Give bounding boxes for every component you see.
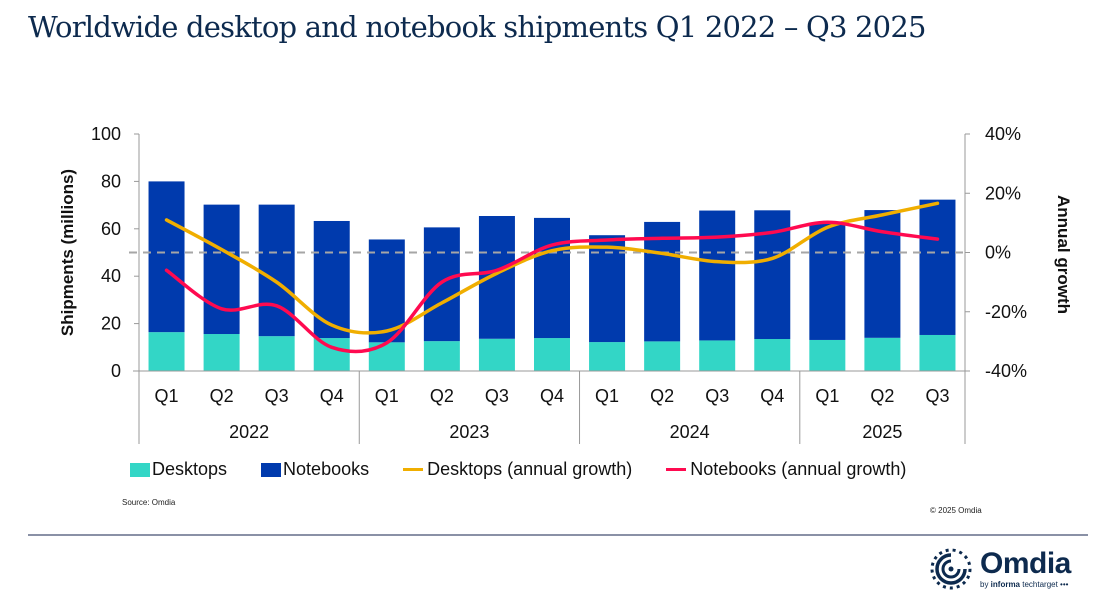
bar-notebooks bbox=[368, 239, 405, 343]
legend-label-notebooks-growth: Notebooks (annual growth) bbox=[690, 459, 907, 479]
bar-desktops bbox=[368, 342, 405, 371]
legend-label-desktops-growth: Desktops (annual growth) bbox=[427, 459, 633, 479]
x-tick-label: Q2 bbox=[430, 386, 454, 406]
legend-label-desktops: Desktops bbox=[152, 459, 228, 479]
bar-desktops bbox=[313, 338, 350, 371]
bar-notebooks bbox=[148, 181, 185, 333]
x-tick-label: Q1 bbox=[375, 386, 399, 406]
copyright-note: © 2025 Omdia bbox=[930, 506, 982, 515]
line-notebooks-growth bbox=[164, 220, 940, 354]
y-tick-label-right: -20% bbox=[985, 302, 1027, 322]
chart-legend: Desktops Notebooks Desktops (annual grow… bbox=[130, 459, 940, 480]
bar-notebooks bbox=[423, 227, 460, 342]
y-tick-label-right: 0% bbox=[985, 243, 1011, 263]
legend-swatch-notebooks bbox=[261, 462, 282, 477]
legend-item-desktops: Desktops bbox=[130, 459, 227, 480]
bar-desktops bbox=[534, 338, 570, 371]
y-tick-label-left: 60 bbox=[101, 219, 121, 239]
x-tick-label: Q1 bbox=[815, 386, 839, 406]
logo-sub-rest: techtarget ••• bbox=[1020, 580, 1069, 589]
bar-notebooks bbox=[313, 220, 350, 339]
logo-sub-bold: informa bbox=[990, 580, 1021, 589]
bar-notebooks bbox=[478, 216, 515, 339]
y-axis-title-left: Shipments (millions) bbox=[58, 169, 77, 336]
bar-notebooks bbox=[919, 199, 956, 335]
y-tick-label-left: 40 bbox=[101, 266, 121, 286]
bar-desktops bbox=[919, 334, 956, 371]
bar-desktops bbox=[478, 338, 515, 371]
bar-desktops bbox=[203, 334, 240, 371]
bar-notebooks bbox=[258, 204, 295, 337]
x-group-label: 2022 bbox=[229, 422, 269, 442]
x-tick-label: Q1 bbox=[595, 386, 619, 406]
x-tick-label: Q3 bbox=[485, 386, 509, 406]
bar-notebooks bbox=[809, 222, 846, 340]
chart-plot: 0 20 40 60 80 100 -40% -20% 0% 20% 40% Shipments (m… bbox=[58, 124, 1073, 444]
bar-desktops bbox=[699, 340, 736, 371]
x-group-label: 2024 bbox=[670, 422, 710, 442]
omdia-logo-tagline: by informa techtarget ••• bbox=[980, 580, 1071, 589]
y-tick-label-left: 100 bbox=[91, 124, 121, 144]
bar-desktops bbox=[864, 337, 901, 371]
y-tick-label-right: 20% bbox=[985, 183, 1021, 203]
x-tick-label: Q4 bbox=[760, 386, 784, 406]
omdia-logo: Omdia by informa techtarget ••• bbox=[928, 546, 1071, 592]
bar-notebooks bbox=[203, 204, 240, 335]
omdia-logo-icon bbox=[930, 548, 972, 590]
y-tick-label-left: 20 bbox=[101, 314, 121, 334]
y-tick-label-right: 40% bbox=[985, 124, 1021, 144]
bar-notebooks bbox=[644, 221, 681, 342]
bar-desktops bbox=[148, 332, 185, 371]
bar-desktops bbox=[423, 341, 460, 371]
x-tick-label: Q3 bbox=[705, 386, 729, 406]
bar-notebooks bbox=[534, 217, 570, 339]
y-tick-label-left: 0 bbox=[111, 361, 121, 381]
x-group-label: 2025 bbox=[862, 422, 902, 442]
x-group-label: 2023 bbox=[449, 422, 489, 442]
legend-item-desktops-growth: Desktops (annual growth) bbox=[403, 459, 632, 480]
x-tick-label: Q2 bbox=[870, 386, 894, 406]
omdia-logo-name: Omdia bbox=[980, 547, 1071, 580]
legend-label-notebooks: Notebooks bbox=[283, 459, 370, 479]
source-note: Source: Omdia bbox=[122, 498, 176, 507]
y-tick-label-right: -40% bbox=[985, 361, 1027, 381]
bar-desktops bbox=[644, 341, 681, 371]
legend-swatch-desktops bbox=[130, 462, 150, 477]
logo-sub-prefix: by bbox=[980, 580, 991, 589]
chart-title: Worldwide desktop and notebook shipments… bbox=[28, 10, 926, 44]
y-tick-label-left: 80 bbox=[101, 171, 121, 191]
y-axis-title-right: Annual growth bbox=[1054, 195, 1073, 314]
bar-notebooks bbox=[699, 210, 736, 341]
x-tick-label: Q3 bbox=[265, 386, 289, 406]
x-tick-label: Q4 bbox=[320, 386, 344, 406]
x-tick-label: Q4 bbox=[540, 386, 564, 406]
footer-divider bbox=[28, 534, 1088, 536]
x-tick-label: Q2 bbox=[650, 386, 674, 406]
bar-desktops bbox=[258, 336, 295, 371]
x-tick-label: Q2 bbox=[210, 386, 234, 406]
legend-swatch-notebooks-growth bbox=[666, 468, 687, 471]
legend-swatch-desktops-growth bbox=[403, 468, 424, 471]
legend-item-notebooks: Notebooks bbox=[261, 459, 369, 480]
bar-desktops bbox=[589, 342, 626, 371]
bar-desktops bbox=[754, 339, 791, 371]
x-tick-label: Q3 bbox=[925, 386, 949, 406]
legend-item-notebooks-growth: Notebooks (annual growth) bbox=[666, 459, 906, 480]
x-tick-label: Q1 bbox=[155, 386, 179, 406]
bar-notebooks bbox=[589, 235, 626, 343]
bar-desktops bbox=[809, 339, 846, 371]
